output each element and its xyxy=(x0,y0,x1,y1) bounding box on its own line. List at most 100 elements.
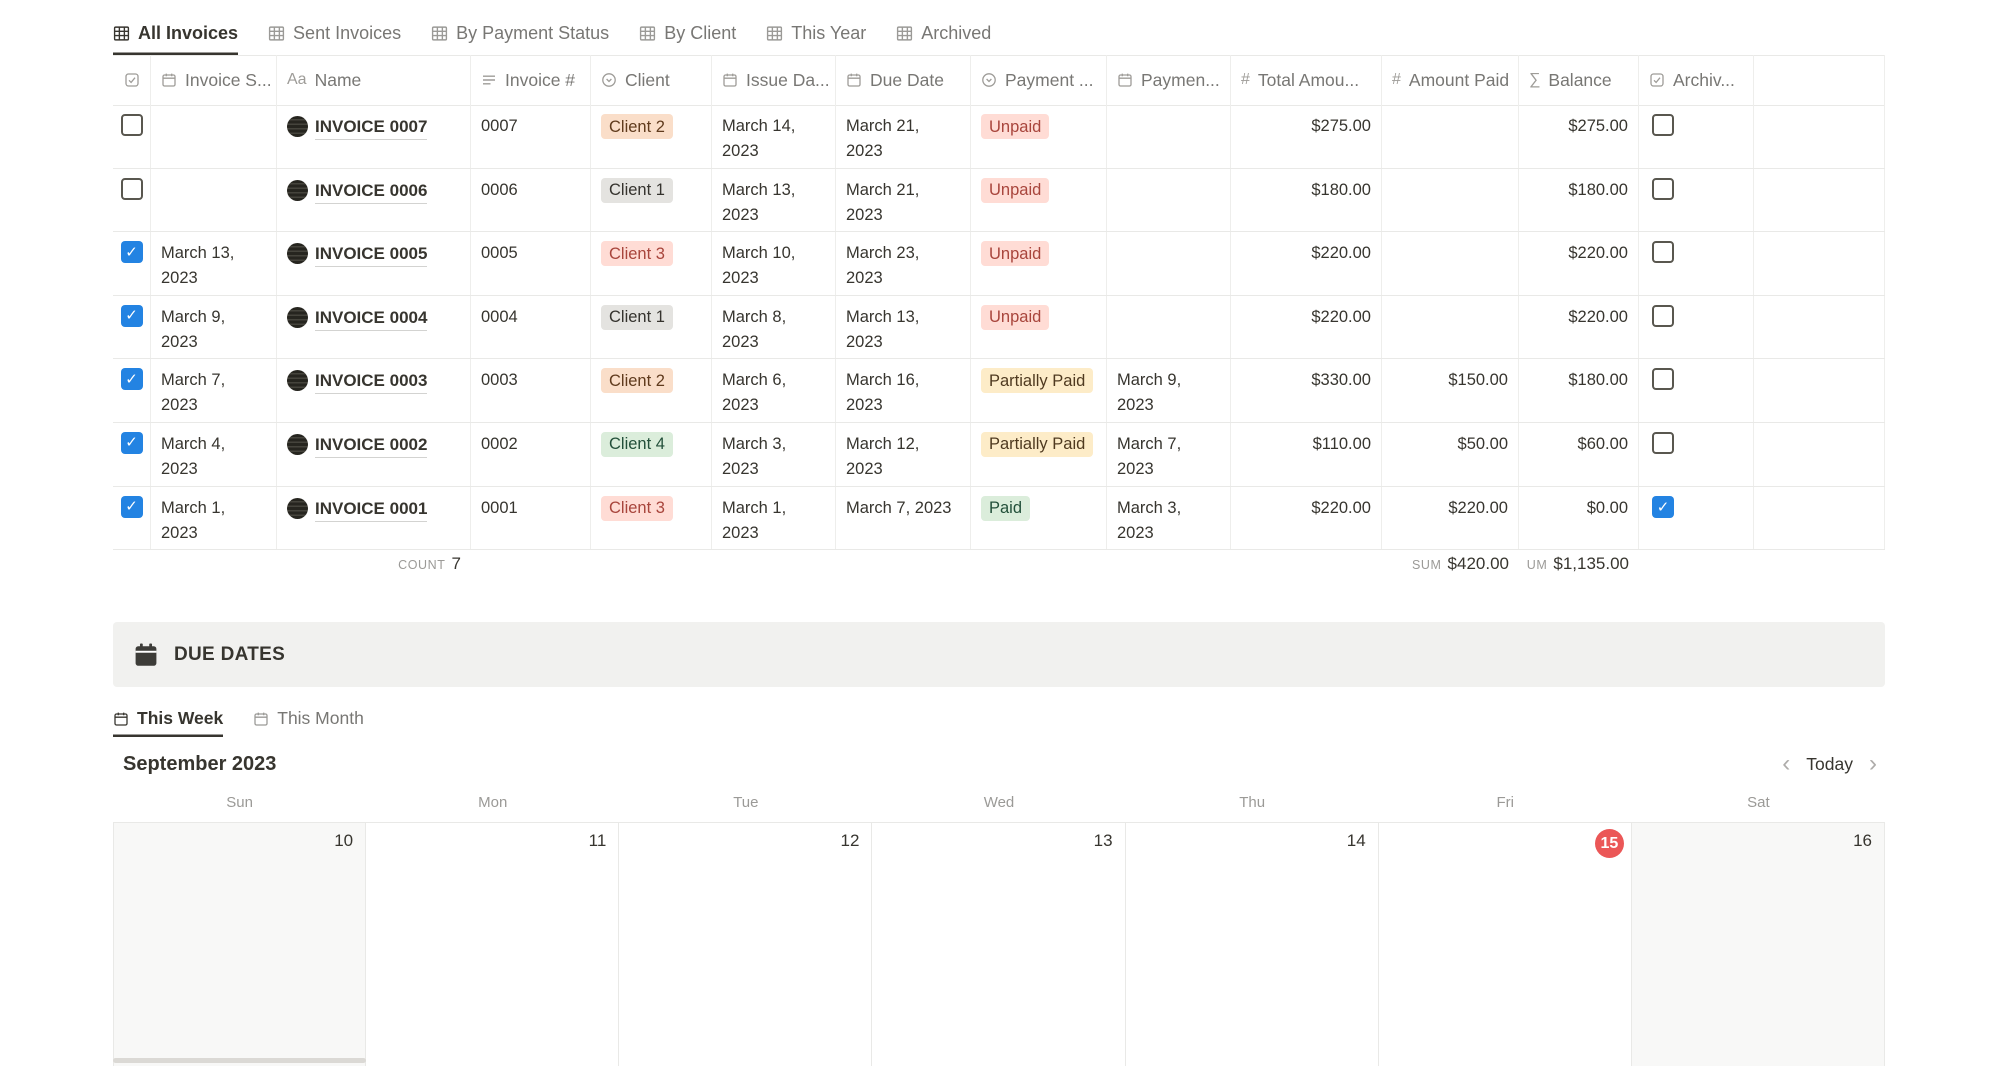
column-header-due-date[interactable]: Due Date xyxy=(836,55,971,105)
payment-status-tag[interactable]: Unpaid xyxy=(981,177,1050,203)
amount-paid-cell[interactable] xyxy=(1382,168,1519,232)
sum-balance-calculation[interactable]: UM $1,135.00 xyxy=(1526,554,1629,573)
row-select-checkbox[interactable] xyxy=(120,431,143,454)
payment-status-tag[interactable]: Paid xyxy=(981,495,1031,521)
client-tag-cell[interactable]: Client 2 xyxy=(591,105,712,168)
today-button[interactable]: Today xyxy=(1806,753,1853,774)
issue-date-cell[interactable]: March 6, 2023 xyxy=(712,359,836,422)
invoice-number-cell[interactable]: 0003 xyxy=(471,359,591,422)
invoice-sent-cell[interactable]: March 7, 2023 xyxy=(151,359,277,422)
due-date-cell[interactable]: March 21, 2023 xyxy=(836,105,971,168)
invoice-number-cell[interactable]: 0007 xyxy=(471,105,591,168)
total-amount-cell[interactable]: $330.00 xyxy=(1231,359,1382,422)
payment-status-tag-cell[interactable]: Unpaid xyxy=(971,168,1107,232)
archived-checkbox[interactable] xyxy=(1652,304,1674,327)
due-date-cell[interactable]: March 12, 2023 xyxy=(836,422,971,486)
amount-paid-cell[interactable]: $220.00 xyxy=(1382,486,1519,550)
invoice-sent-cell[interactable] xyxy=(151,168,277,232)
payment-status-tag[interactable]: Unpaid xyxy=(981,241,1050,267)
client-tag[interactable]: Client 3 xyxy=(601,495,673,521)
row-select-checkbox[interactable] xyxy=(120,114,143,136)
client-tag-cell[interactable]: Client 4 xyxy=(591,422,712,486)
invoice-number-cell[interactable]: 0002 xyxy=(471,422,591,486)
payment-date-cell[interactable] xyxy=(1107,168,1231,232)
tab-by-client[interactable]: By Client xyxy=(639,12,736,55)
issue-date-cell[interactable]: March 10, 2023 xyxy=(712,232,836,295)
column-header-balance[interactable]: ∑ Balance xyxy=(1519,55,1639,105)
invoice-number-cell[interactable]: 0006 xyxy=(471,168,591,232)
payment-date-cell[interactable] xyxy=(1107,232,1231,295)
payment-status-tag-cell[interactable]: Partially Paid xyxy=(971,422,1107,486)
payment-date-cell[interactable]: March 3, 2023 xyxy=(1107,486,1231,550)
amount-paid-cell[interactable]: $50.00 xyxy=(1382,422,1519,486)
payment-date-cell[interactable]: March 7, 2023 xyxy=(1107,422,1231,486)
calendar-day-cell[interactable]: 13 xyxy=(872,823,1126,1066)
column-header-amount-paid[interactable]: # Amount Paid xyxy=(1382,55,1519,105)
invoice-number-cell[interactable]: 0004 xyxy=(471,295,591,359)
invoice-number-cell[interactable]: 0001 xyxy=(471,486,591,550)
archived-checkbox[interactable] xyxy=(1652,241,1674,264)
total-amount-cell[interactable]: $110.00 xyxy=(1231,422,1382,486)
column-header-payment-status[interactable]: Payment ... xyxy=(971,55,1107,105)
column-header-issue-date[interactable]: Issue Da... xyxy=(712,55,836,105)
column-header-client[interactable]: Client xyxy=(591,55,712,105)
amount-paid-cell[interactable] xyxy=(1382,232,1519,295)
invoice-name[interactable]: INVOICE 0004 xyxy=(315,305,428,331)
row-select-checkbox[interactable] xyxy=(120,368,143,391)
total-amount-cell[interactable]: $275.00 xyxy=(1231,105,1382,168)
invoice-name[interactable]: INVOICE 0003 xyxy=(315,368,428,395)
tab-this-week[interactable]: This Week xyxy=(113,700,223,737)
invoice-sent-cell[interactable]: March 13, 2023 xyxy=(151,232,277,295)
tab-by-payment-status[interactable]: By Payment Status xyxy=(431,12,609,55)
payment-date-cell[interactable] xyxy=(1107,105,1231,168)
calendar-day-cell[interactable]: 15 xyxy=(1378,823,1632,1066)
tab-this-year[interactable]: This Year xyxy=(766,12,866,55)
payment-status-tag-cell[interactable]: Paid xyxy=(971,486,1107,550)
invoice-name[interactable]: INVOICE 0007 xyxy=(315,114,428,140)
balance-cell[interactable]: $275.00 xyxy=(1519,105,1639,168)
due-date-cell[interactable]: March 23, 2023 xyxy=(836,232,971,295)
client-tag-cell[interactable]: Client 1 xyxy=(591,295,712,359)
due-date-cell[interactable]: March 16, 2023 xyxy=(836,359,971,422)
calendar-day-cell[interactable]: 10 xyxy=(113,823,367,1066)
issue-date-cell[interactable]: March 3, 2023 xyxy=(712,422,836,486)
invoice-number-cell[interactable]: 0005 xyxy=(471,232,591,295)
balance-cell[interactable]: $220.00 xyxy=(1519,295,1639,359)
tab-archived[interactable]: Archived xyxy=(896,12,991,55)
due-date-cell[interactable]: March 7, 2023 xyxy=(836,486,971,550)
column-header-payment-date[interactable]: Paymen... xyxy=(1107,55,1231,105)
column-header-archived[interactable]: Archiv... xyxy=(1639,55,1754,105)
balance-cell[interactable]: $180.00 xyxy=(1519,359,1639,422)
invoice-sent-cell[interactable]: March 9, 2023 xyxy=(151,295,277,359)
tab-this-month[interactable]: This Month xyxy=(253,700,364,737)
column-header-invoice-sent[interactable]: Invoice S... xyxy=(151,55,277,105)
archived-checkbox[interactable] xyxy=(1652,431,1674,454)
archived-checkbox[interactable] xyxy=(1652,368,1674,391)
row-select-checkbox[interactable] xyxy=(120,495,143,518)
payment-status-tag-cell[interactable]: Unpaid xyxy=(971,105,1107,168)
issue-date-cell[interactable]: March 8, 2023 xyxy=(712,295,836,359)
row-select-checkbox[interactable] xyxy=(120,177,143,200)
due-date-cell[interactable]: March 21, 2023 xyxy=(836,168,971,232)
payment-status-tag[interactable]: Partially Paid xyxy=(981,368,1094,394)
invoice-name[interactable]: INVOICE 0005 xyxy=(315,241,428,268)
issue-date-cell[interactable]: March 13, 2023 xyxy=(712,168,836,232)
balance-cell[interactable]: $60.00 xyxy=(1519,422,1639,486)
invoice-name[interactable]: INVOICE 0006 xyxy=(315,178,428,204)
row-select-checkbox[interactable] xyxy=(120,304,143,327)
next-week-button[interactable]: › xyxy=(1869,750,1877,777)
client-tag[interactable]: Client 1 xyxy=(601,177,673,203)
amount-paid-cell[interactable] xyxy=(1382,105,1519,168)
balance-cell[interactable]: $180.00 xyxy=(1519,168,1639,232)
client-tag-cell[interactable]: Client 3 xyxy=(591,486,712,550)
payment-status-tag-cell[interactable]: Unpaid xyxy=(971,232,1107,295)
archived-checkbox[interactable] xyxy=(1652,177,1674,200)
client-tag-cell[interactable]: Client 3 xyxy=(591,232,712,295)
client-tag-cell[interactable]: Client 2 xyxy=(591,359,712,422)
archived-checkbox[interactable] xyxy=(1652,114,1674,136)
calendar-day-cell[interactable]: 16 xyxy=(1631,823,1885,1066)
payment-date-cell[interactable] xyxy=(1107,295,1231,359)
client-tag[interactable]: Client 2 xyxy=(601,114,673,139)
calendar-day-cell[interactable]: 12 xyxy=(619,823,873,1066)
invoice-name[interactable]: INVOICE 0001 xyxy=(315,496,428,522)
